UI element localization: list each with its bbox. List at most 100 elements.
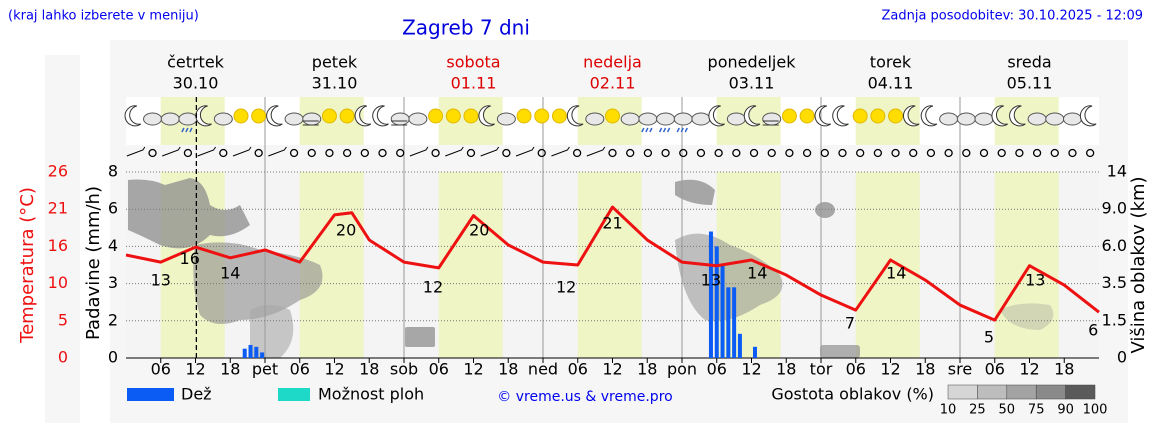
density-swatch — [947, 384, 978, 400]
title: Zagreb 7 dni — [402, 16, 530, 40]
temp-label: 7 — [845, 313, 855, 332]
moon-icon — [1009, 105, 1026, 127]
x-tick-label: 18 — [915, 360, 935, 379]
moon-icon — [195, 105, 212, 127]
sun-icon — [445, 108, 461, 124]
density-tick: 90 — [1057, 403, 1074, 418]
sun-icon — [605, 108, 620, 124]
temp-tick-label: 0 — [58, 348, 68, 367]
sun-icon — [321, 108, 337, 124]
temp-label: 12 — [556, 278, 576, 297]
day-date: 02.11 — [590, 74, 636, 93]
x-tick-label: 18 — [359, 360, 379, 379]
moon-icon — [991, 105, 1008, 127]
density-tick: 25 — [969, 403, 986, 418]
sun-icon — [888, 108, 904, 124]
wind-calm — [254, 148, 263, 158]
wind-calm — [289, 148, 299, 158]
x-tick-label: pet — [252, 360, 278, 379]
cloud-icon — [974, 112, 994, 126]
wind-calm — [909, 148, 918, 158]
x-tick-label: 06 — [290, 360, 310, 379]
cloud-icon — [726, 112, 746, 126]
rain-icon — [181, 127, 193, 133]
cloud-icon — [656, 112, 676, 126]
rain-bar — [732, 287, 737, 358]
moon-icon — [814, 105, 832, 127]
cloud-tick-label: 9.0 — [1102, 199, 1127, 218]
wind-calm — [148, 148, 157, 158]
x-tick-label: sob — [390, 360, 418, 379]
rain-bar — [720, 265, 725, 358]
cloud-icon — [638, 112, 658, 126]
day-date: 04.11 — [868, 74, 914, 93]
wind-calm — [802, 148, 812, 158]
day-date: 30.10 — [173, 74, 219, 93]
x-tick-label: 12 — [741, 360, 761, 379]
wind-calm — [608, 148, 617, 158]
temp-label: 20 — [469, 220, 489, 239]
wind-barb — [162, 146, 181, 157]
wind-calm — [466, 148, 476, 158]
cloud-icon — [1027, 112, 1047, 126]
cloud-tick-label: 6.0 — [1102, 236, 1127, 255]
wind-calm — [360, 148, 369, 158]
moon-icon — [903, 105, 920, 127]
cloud-icon — [302, 112, 322, 126]
cloud-icon — [691, 112, 711, 126]
x-tick-label: 18 — [220, 360, 240, 379]
day-name: torek — [870, 53, 912, 72]
density-swatch — [1065, 384, 1096, 400]
cloud-icon — [956, 112, 976, 126]
legend-rain: Dež — [181, 385, 212, 404]
cloud-icon — [284, 112, 304, 126]
moon-icon — [566, 105, 584, 127]
cloud-tick-label: 14 — [1107, 162, 1127, 181]
wind-calm — [661, 148, 670, 158]
day-date: 01.11 — [451, 74, 497, 93]
wind-calm — [820, 148, 829, 158]
wind-calm — [838, 148, 847, 158]
wind-barb — [268, 146, 287, 157]
wind-barb — [409, 146, 429, 157]
temp-tick-label: 10 — [48, 273, 68, 292]
day-name: ponedeljek — [708, 53, 797, 72]
x-tick-label: 12 — [602, 360, 622, 379]
x-tick-label: 12 — [185, 360, 205, 379]
wind-calm — [219, 148, 228, 158]
wind-calm — [572, 148, 582, 158]
temp-label: 16 — [180, 249, 200, 268]
density-tick: 100 — [1083, 403, 1108, 418]
day-name: petek — [312, 53, 358, 72]
daylight-band — [438, 172, 503, 358]
legend-shower-swatch — [278, 388, 310, 401]
temp-label: 13 — [151, 271, 171, 290]
wind-calm — [325, 148, 334, 158]
cloud-icon — [160, 112, 180, 126]
density-tick: 75 — [1028, 403, 1045, 418]
updated: Zadnja posodobitev: 30.10.2025 - 12:09 — [881, 9, 1143, 24]
cloud-icon — [762, 112, 782, 126]
cloud-tick-label: 1.5 — [1102, 310, 1127, 329]
x-tick-label: 12 — [324, 360, 344, 379]
day-date: 05.11 — [1007, 74, 1053, 93]
moon-icon — [1079, 105, 1097, 127]
cloud-density — [128, 178, 1054, 358]
rain-bar — [752, 346, 757, 358]
temp-label: 20 — [336, 220, 356, 239]
x-tick-label: pon — [667, 360, 697, 379]
density-swatch — [977, 384, 1008, 400]
x-tick-label: ned — [528, 360, 558, 379]
x-tick-label: 06 — [568, 360, 588, 379]
wind-calm — [1086, 148, 1095, 158]
wind-calm — [997, 148, 1006, 158]
cloud-icon — [213, 112, 233, 126]
wind-calm — [679, 148, 688, 158]
cloud-icon — [178, 112, 198, 126]
wind-calm — [856, 148, 865, 158]
sun-icon — [870, 108, 886, 124]
left-panel — [45, 55, 80, 423]
sun-icon — [516, 108, 532, 124]
temp-axis-label: Temperatura (°C) — [17, 187, 38, 344]
